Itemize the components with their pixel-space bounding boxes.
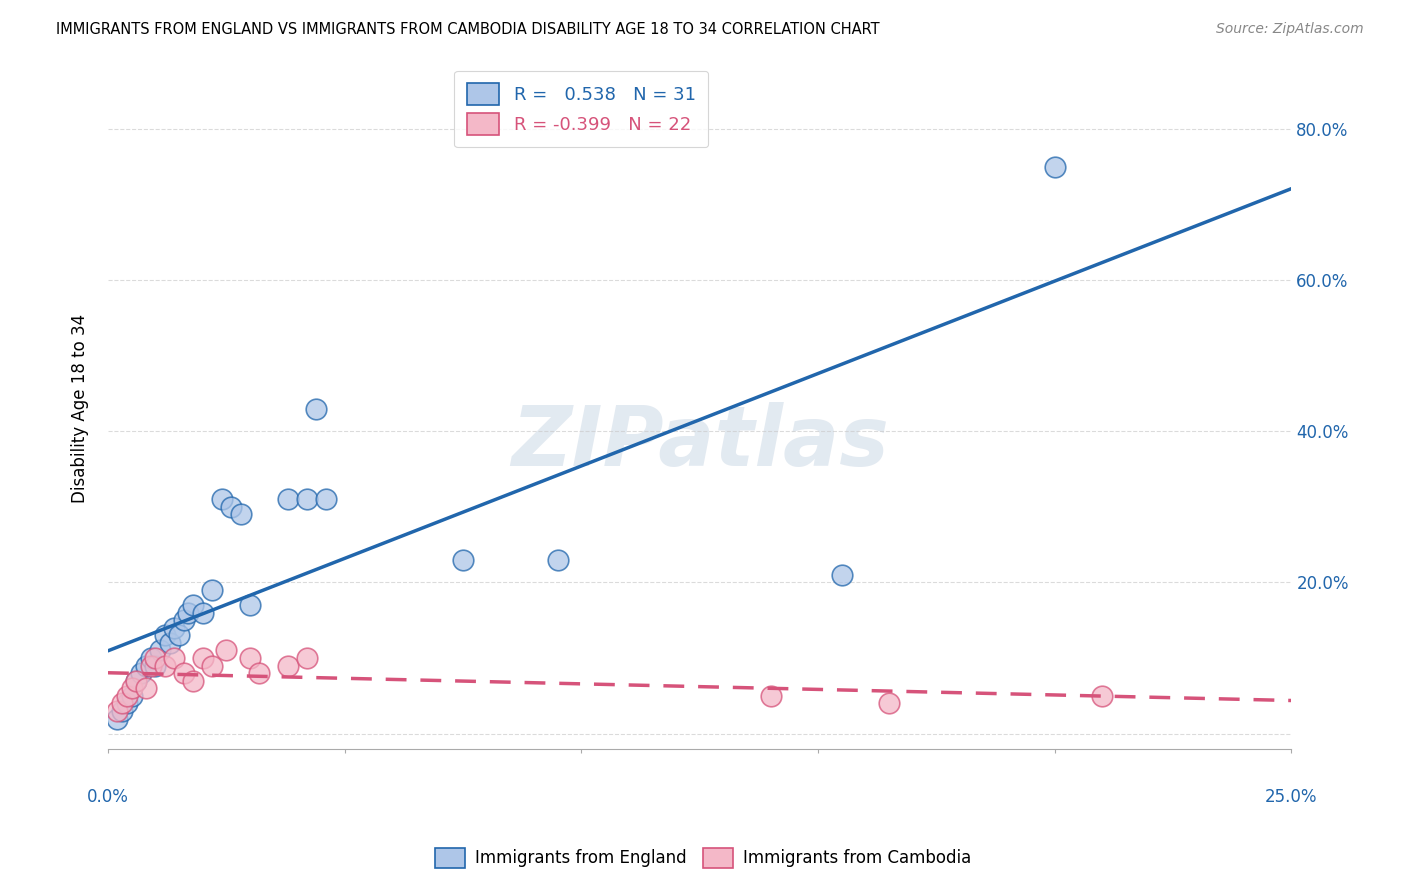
Point	[877, 697, 900, 711]
Point	[759, 689, 782, 703]
Point	[111, 704, 134, 718]
Point	[219, 500, 242, 514]
Point	[159, 636, 181, 650]
Point	[239, 651, 262, 665]
Point	[181, 673, 204, 688]
Point	[215, 643, 238, 657]
Point	[173, 666, 195, 681]
Point	[139, 658, 162, 673]
Point	[177, 606, 200, 620]
Point	[111, 697, 134, 711]
Point	[135, 681, 157, 696]
Point	[173, 613, 195, 627]
Point	[191, 606, 214, 620]
Y-axis label: Disability Age 18 to 34: Disability Age 18 to 34	[72, 314, 89, 503]
Point	[315, 492, 337, 507]
Point	[201, 582, 224, 597]
Point	[107, 712, 129, 726]
Point	[143, 651, 166, 665]
Point	[125, 673, 148, 688]
Point	[135, 658, 157, 673]
Point	[831, 568, 853, 582]
Point	[305, 401, 328, 416]
Point	[121, 681, 143, 696]
Point	[295, 651, 318, 665]
Point	[125, 673, 148, 688]
Point	[115, 689, 138, 703]
Point	[277, 492, 299, 507]
Point	[167, 628, 190, 642]
Point	[115, 697, 138, 711]
Point	[1043, 160, 1066, 174]
Point	[211, 492, 233, 507]
Point	[1091, 689, 1114, 703]
Point	[201, 658, 224, 673]
Point	[547, 553, 569, 567]
Text: Source: ZipAtlas.com: Source: ZipAtlas.com	[1216, 22, 1364, 37]
Point	[153, 658, 176, 673]
Point	[149, 643, 172, 657]
Point	[451, 553, 474, 567]
Point	[121, 689, 143, 703]
Point	[191, 651, 214, 665]
Point	[153, 628, 176, 642]
Point	[143, 658, 166, 673]
Text: 25.0%: 25.0%	[1265, 788, 1317, 805]
Text: ZIPatlas: ZIPatlas	[510, 402, 889, 483]
Point	[181, 598, 204, 612]
Point	[139, 651, 162, 665]
Point	[239, 598, 262, 612]
Legend: Immigrants from England, Immigrants from Cambodia: Immigrants from England, Immigrants from…	[427, 841, 979, 875]
Text: IMMIGRANTS FROM ENGLAND VS IMMIGRANTS FROM CAMBODIA DISABILITY AGE 18 TO 34 CORR: IMMIGRANTS FROM ENGLAND VS IMMIGRANTS FR…	[56, 22, 880, 37]
Point	[295, 492, 318, 507]
Point	[163, 651, 186, 665]
Text: 0.0%: 0.0%	[87, 788, 129, 805]
Point	[249, 666, 271, 681]
Legend: R =   0.538   N = 31, R = -0.399   N = 22: R = 0.538 N = 31, R = -0.399 N = 22	[454, 70, 709, 147]
Point	[163, 621, 186, 635]
Point	[107, 704, 129, 718]
Point	[229, 508, 252, 522]
Point	[129, 666, 152, 681]
Point	[277, 658, 299, 673]
